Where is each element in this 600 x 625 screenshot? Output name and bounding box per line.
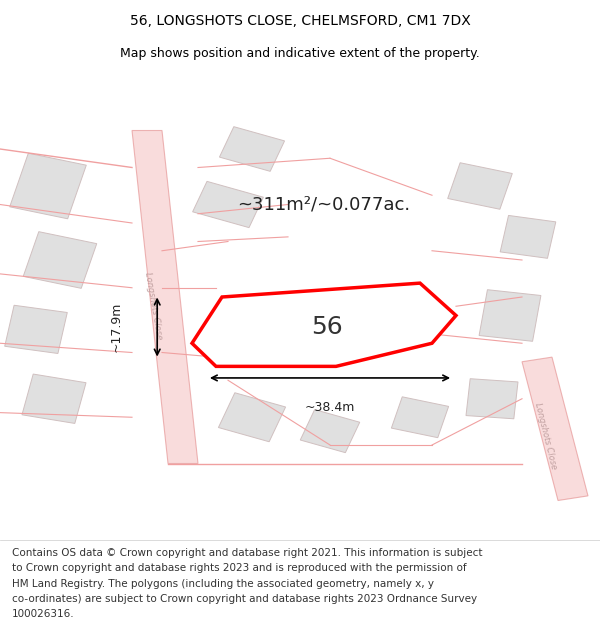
Polygon shape [300,409,360,452]
Polygon shape [193,181,263,228]
Polygon shape [192,283,456,366]
Polygon shape [23,232,97,288]
Text: Map shows position and indicative extent of the property.: Map shows position and indicative extent… [120,48,480,61]
Text: co-ordinates) are subject to Crown copyright and database rights 2023 Ordnance S: co-ordinates) are subject to Crown copyr… [12,594,477,604]
Text: to Crown copyright and database rights 2023 and is reproduced with the permissio: to Crown copyright and database rights 2… [12,563,467,573]
Polygon shape [466,379,518,419]
Polygon shape [391,397,449,437]
Polygon shape [479,290,541,341]
Polygon shape [448,162,512,209]
Text: Contains OS data © Crown copyright and database right 2021. This information is : Contains OS data © Crown copyright and d… [12,548,482,558]
Text: HM Land Registry. The polygons (including the associated geometry, namely x, y: HM Land Registry. The polygons (includin… [12,579,434,589]
Text: 56, LONGSHOTS CLOSE, CHELMSFORD, CM1 7DX: 56, LONGSHOTS CLOSE, CHELMSFORD, CM1 7DX [130,14,470,28]
Polygon shape [218,392,286,442]
Text: Longshots Close: Longshots Close [533,401,559,470]
Text: ~311m²/~0.077ac.: ~311m²/~0.077ac. [238,196,410,214]
Text: ~17.9m: ~17.9m [110,302,123,352]
Polygon shape [10,153,86,219]
Polygon shape [220,127,284,171]
Text: ~38.4m: ~38.4m [305,401,355,414]
Text: 56: 56 [311,315,343,339]
Polygon shape [22,374,86,423]
Polygon shape [500,216,556,258]
Polygon shape [522,357,588,501]
Text: 100026316.: 100026316. [12,609,74,619]
Polygon shape [5,305,67,354]
Polygon shape [132,131,198,464]
Text: Longshots Close: Longshots Close [143,272,163,341]
